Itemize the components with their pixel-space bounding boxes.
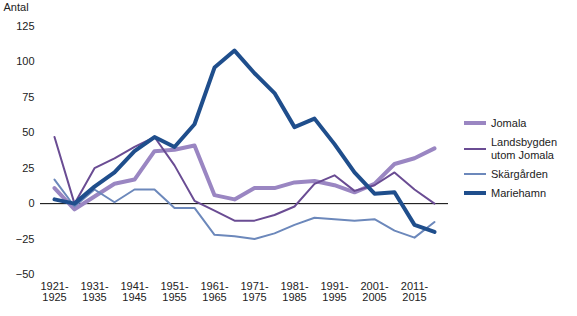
html-text:Landsbygden utom Jomala: Landsbygden utom Jomala	[491, 135, 558, 161]
svg-text:1991-1995: 1991-1995	[320, 280, 348, 303]
svg-text:−25: −25	[16, 233, 35, 245]
svg-text:−50: −50	[16, 268, 35, 280]
svg-text:125: 125	[16, 20, 34, 32]
html-text:Skärgården: Skärgården	[491, 167, 548, 180]
svg-text:0: 0	[28, 197, 34, 209]
svg-text:Antal: Antal	[4, 1, 29, 13]
svg-text:1951-1955: 1951-1955	[160, 280, 188, 303]
svg-text:1981-1985: 1981-1985	[280, 280, 308, 303]
html-text:Jomala: Jomala	[491, 116, 527, 129]
svg-text:75: 75	[22, 91, 34, 103]
svg-text:100: 100	[16, 55, 34, 67]
svg-text:1941-1945: 1941-1945	[120, 280, 148, 303]
svg-text:25: 25	[22, 162, 34, 174]
svg-text:2001-2005: 2001-2005	[360, 280, 388, 303]
html-text:Mariehamn: Mariehamn	[491, 186, 546, 199]
svg-text:1921-1925: 1921-1925	[40, 280, 68, 303]
svg-text:50: 50	[22, 126, 34, 138]
svg-text:2011-2015: 2011-2015	[401, 280, 429, 303]
svg-text:1971-1975: 1971-1975	[240, 280, 268, 303]
svg-text:1961-1965: 1961-1965	[200, 280, 228, 303]
svg-text:1931-1935: 1931-1935	[80, 280, 108, 303]
